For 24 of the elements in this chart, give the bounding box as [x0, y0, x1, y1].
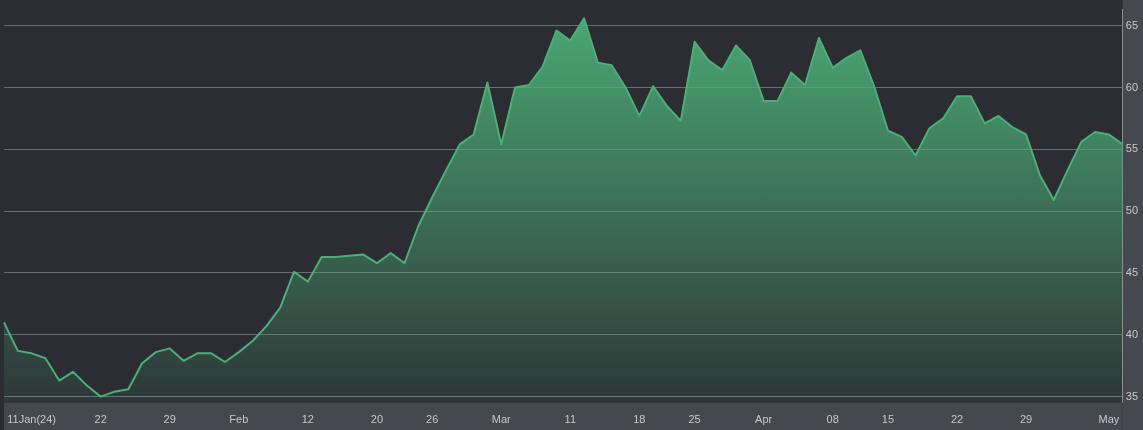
y-tick-label: 50	[1125, 204, 1139, 217]
x-tick-label: 12	[301, 413, 314, 426]
x-tick-label: 20	[370, 413, 384, 426]
x-tick-label: 11	[564, 413, 576, 426]
x-tick-label: 08	[826, 413, 839, 426]
x-tick-label: 18	[633, 413, 646, 426]
x-tick-label: 22	[94, 413, 107, 426]
x-tick-label: 29	[163, 413, 176, 426]
x-tick-label: 25	[688, 413, 701, 426]
x-tick-label: Feb	[229, 413, 249, 426]
x-tick-label: 26	[426, 413, 439, 426]
x-tick-label: Apr	[755, 413, 773, 426]
y-tick-label: 60	[1125, 80, 1139, 93]
x-tick-label: 29	[1019, 413, 1033, 426]
x-tick-label: Mar	[491, 413, 512, 426]
y-tick-label: 55	[1125, 142, 1139, 155]
x-tick-label: 15	[881, 413, 895, 426]
x-tick-label: May	[1098, 413, 1120, 426]
y-tick-label: 40	[1125, 327, 1139, 340]
y-tick-label: 45	[1125, 266, 1139, 278]
x-tick-label: 11Jan(24)	[7, 413, 56, 426]
y-tick-label: 65	[1125, 18, 1139, 31]
x-tick-label: 22	[950, 413, 964, 426]
y-tick-label: 35	[1125, 389, 1139, 402]
